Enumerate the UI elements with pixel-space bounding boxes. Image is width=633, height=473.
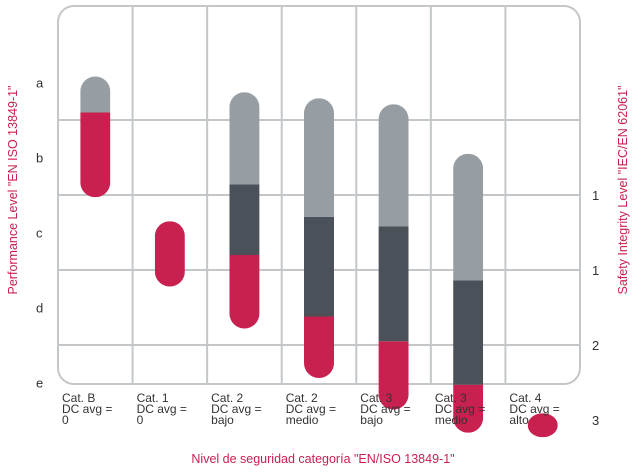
bar-segment-light bbox=[378, 104, 409, 227]
bar-column bbox=[229, 92, 260, 329]
category-label-line: medio bbox=[435, 413, 468, 427]
bar-column bbox=[527, 413, 558, 438]
bar-column bbox=[304, 98, 334, 378]
category-label-line: bajo bbox=[360, 413, 383, 427]
category-label-line: Cat. 3 bbox=[435, 391, 467, 405]
category-label: Cat. 4 DC avg = alto bbox=[509, 391, 559, 427]
right-axis-ticks: 1 1 2 3 bbox=[592, 188, 599, 428]
category-label-line: Cat. B bbox=[62, 391, 95, 405]
right-axis-title: Safety Integrity Level "IEC/EN 62061" bbox=[616, 86, 630, 295]
bar-segment-dark bbox=[304, 216, 334, 317]
category-label-line: Cat. 4 bbox=[509, 391, 541, 405]
left-axis-ticks: a b c d e bbox=[36, 76, 44, 391]
bar-segment-red bbox=[154, 221, 185, 287]
bar-column bbox=[378, 104, 409, 410]
bar-column bbox=[154, 221, 185, 287]
category-label-line: DC avg = bbox=[509, 402, 559, 416]
bar-segment-light bbox=[80, 76, 111, 113]
category-label-line: DC avg = bbox=[360, 402, 410, 416]
category-label-line: Cat. 1 bbox=[137, 391, 169, 405]
left-tick-label: a bbox=[36, 76, 44, 91]
x-axis-title: Nivel de seguridad categoría "EN/ISO 138… bbox=[191, 452, 454, 466]
bars bbox=[80, 76, 558, 438]
category-label: Cat. 2 DC avg = medio bbox=[286, 391, 336, 427]
right-tick-label: 3 bbox=[592, 413, 599, 428]
left-tick-label: e bbox=[36, 376, 43, 391]
category-label: Cat. 2 DC avg = bajo bbox=[211, 391, 261, 427]
category-label-line: 0 bbox=[137, 413, 144, 427]
right-tick-label: 1 bbox=[592, 188, 599, 203]
bar-segment-red bbox=[80, 112, 111, 198]
category-label-line: Cat. 3 bbox=[360, 391, 392, 405]
bar-segment-red bbox=[527, 413, 558, 438]
category-label-line: DC avg = bbox=[211, 402, 261, 416]
category-label: Cat. 1 DC avg = 0 bbox=[137, 391, 187, 427]
bar-segment-light bbox=[453, 153, 484, 281]
left-axis-title: Performance Level "EN ISO 13849-1" bbox=[6, 86, 20, 295]
category-label-line: DC avg = bbox=[137, 402, 187, 416]
bar-segment-dark bbox=[229, 184, 260, 255]
bar-segment-dark bbox=[453, 280, 484, 385]
category-label-line: 0 bbox=[62, 413, 69, 427]
category-label-line: DC avg = bbox=[435, 402, 485, 416]
bar-segment-red bbox=[229, 255, 260, 329]
bar-segment-red bbox=[378, 341, 409, 410]
category-label-line: alto bbox=[509, 413, 529, 427]
bar-segment-red bbox=[453, 384, 484, 433]
bar-segment-light bbox=[304, 98, 334, 217]
right-tick-label: 1 bbox=[592, 263, 599, 278]
left-tick-label: d bbox=[36, 301, 43, 316]
bar-segment-red bbox=[304, 316, 334, 378]
category-label: Cat. 3 DC avg = bajo bbox=[360, 391, 410, 427]
category-label-line: Cat. 2 bbox=[286, 391, 318, 405]
bar-segment-light bbox=[229, 92, 260, 185]
bar-column bbox=[453, 153, 484, 433]
category-label: Cat. B DC avg = 0 bbox=[62, 391, 112, 427]
category-label-line: bajo bbox=[211, 413, 234, 427]
category-label: Cat. 3 DC avg = medio bbox=[435, 391, 485, 427]
category-label-line: DC avg = bbox=[286, 402, 336, 416]
left-tick-label: c bbox=[36, 226, 43, 241]
bar-segment-dark bbox=[378, 226, 409, 342]
left-tick-label: b bbox=[36, 151, 43, 166]
right-tick-label: 2 bbox=[592, 338, 599, 353]
bar-column bbox=[80, 76, 111, 198]
category-label-line: Cat. 2 bbox=[211, 391, 243, 405]
category-label-line: DC avg = bbox=[62, 402, 112, 416]
category-label-line: medio bbox=[286, 413, 319, 427]
